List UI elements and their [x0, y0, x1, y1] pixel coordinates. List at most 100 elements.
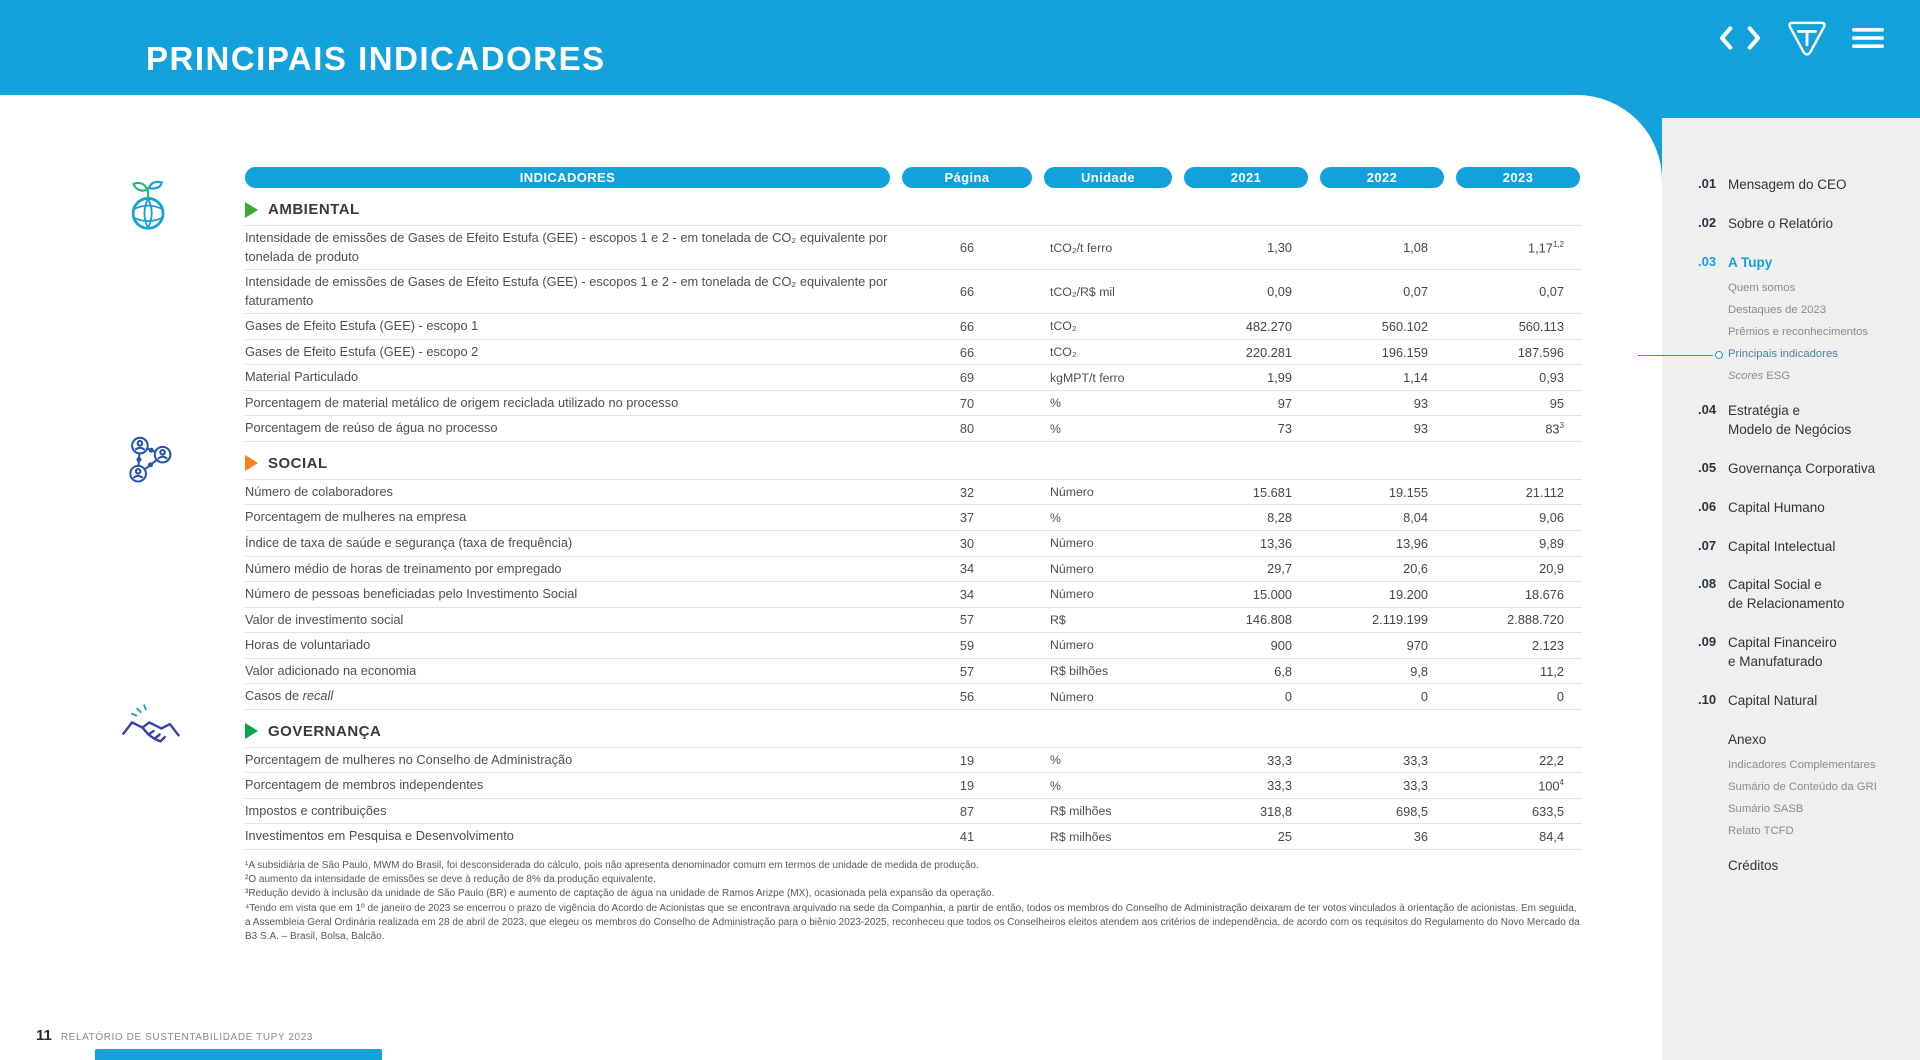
sidebar-item-number: .05: [1698, 459, 1717, 475]
sidebar-item-number: .10: [1698, 692, 1717, 708]
indicator-name: Porcentagem de reúso de água no processo: [245, 420, 498, 436]
sidebar-item-number: .06: [1698, 498, 1717, 514]
chevron-right-icon: [1747, 25, 1762, 53]
indicator-page: 70: [959, 395, 975, 411]
column-header-2023: 2023: [1456, 167, 1580, 188]
indicator-value: 698,5: [1395, 803, 1428, 819]
indicator-value: 1004: [1538, 778, 1564, 794]
indicator-value: 25: [1277, 829, 1292, 845]
indicator-page: 57: [959, 612, 975, 628]
sidebar-subitem-sum-rio-sasb[interactable]: Sumário SASB: [1728, 803, 1804, 816]
indicator-name: Porcentagem de membros independentes: [245, 777, 484, 793]
indicator-value: 8,04: [1403, 510, 1428, 526]
sidebar-item-label: Anexo: [1728, 731, 1767, 747]
indicator-value: 1,99: [1267, 370, 1292, 386]
menu-button[interactable]: [1852, 27, 1884, 52]
next-page-button[interactable]: [1747, 25, 1762, 53]
indicator-value: 9,06: [1539, 510, 1564, 526]
sidebar-item-08[interactable]: .08 Capital Social e de Relacionamento: [1698, 576, 1906, 614]
sidebar-subitem-indicadores-complementares[interactable]: Indicadores Complementares: [1728, 758, 1876, 771]
sidebar-item-number: .07: [1698, 537, 1717, 553]
indicator-page: 66: [959, 284, 975, 300]
column-header-indicadores: INDICADORES: [245, 167, 890, 188]
table-row: Porcentagem de membros independentes 19% 3…: [245, 773, 1582, 799]
indicator-page: 80: [959, 421, 975, 437]
indicator-name: Porcentagem de mulheres no Conselho de A…: [245, 751, 573, 767]
indicator-page: 59: [959, 637, 975, 653]
indicator-name: Material Particulado: [245, 369, 359, 385]
handshake-icon: [120, 700, 182, 762]
sidebar-item-creditos[interactable]: Créditos: [1698, 857, 1906, 876]
table-header-row: INDICADORES Página Unidade 2021 2022 2023: [245, 167, 1582, 188]
indicator-unit: R$ milhões: [1050, 804, 1112, 819]
sidebar-item-label: Capital Natural: [1728, 693, 1818, 709]
indicator-page: 56: [959, 689, 975, 705]
indicator-value: 0: [1556, 689, 1564, 705]
footnote: ⁴Tendo em vista que em 1º de janeiro de …: [245, 902, 1580, 942]
sidebar-item-03[interactable]: .03 A Tupy: [1698, 254, 1906, 273]
indicator-value: 1,14: [1403, 370, 1428, 386]
table-row: Valor adicionado na economia 57 R$ bilhões…: [245, 659, 1582, 685]
footnote: ¹A subsidiária de São Paulo, MWM do Bras…: [245, 860, 979, 872]
sidebar-item-06[interactable]: .06 Capital Humano: [1698, 499, 1906, 518]
indicator-unit: tCO₂: [1050, 319, 1077, 334]
sidebar-subitem-destaques-de-2023[interactable]: Destaques de 2023: [1728, 303, 1826, 316]
sidebar-subitem-scores-esg[interactable]: Scores ESG: [1728, 370, 1791, 383]
sidebar-item-07[interactable]: .07 Capital Intelectual: [1698, 538, 1906, 557]
section-title: GOVERNANÇA: [268, 722, 382, 740]
sidebar-subitem-quem-somos[interactable]: Quem somos: [1728, 281, 1796, 294]
section-header-ambiental: AMBIENTAL: [131, 180, 1582, 230]
sidebar-item-number: .08: [1698, 576, 1717, 592]
indicator-value: 633,5: [1531, 803, 1564, 819]
sidebar-item-label: Capital Humano: [1728, 499, 1825, 515]
sidebar-item-label: Capital Intelectual: [1728, 538, 1836, 554]
chevron-left-icon: [1718, 25, 1733, 53]
table-row: Casos de recall 56 Número 0 0 0: [245, 684, 1582, 710]
indicator-name: Número de colaboradores: [245, 483, 393, 499]
sidebar-item-label: Créditos: [1728, 858, 1779, 874]
table-row: Investimentos em Pesquisa e Desenvolvime…: [245, 824, 1582, 851]
indicator-page: 32: [959, 484, 975, 500]
indicator-value: 1,171,2: [1527, 239, 1564, 256]
indicator-value: 21.112: [1525, 484, 1564, 500]
indicator-unit: tCO₂/R$ mil: [1050, 284, 1115, 299]
table-row: Porcentagem de reúso de água no processo…: [245, 416, 1582, 442]
sidebar-item-anexo[interactable]: Anexo: [1698, 731, 1906, 750]
sidebar-item-04[interactable]: .04 Estratégia e Modelo de Negócios: [1698, 402, 1906, 440]
indicators-table: INDICADORES Página Unidade 2021 2022 2023 AMB…: [122, 167, 1582, 851]
header-toolbar: [1718, 18, 1884, 60]
play-triangle-icon: [245, 723, 258, 740]
sidebar-item-02[interactable]: .02 Sobre o Relatório: [1698, 215, 1906, 234]
sidebar-subitem-principais-indicadores[interactable]: Principais indicadores: [1638, 347, 1906, 362]
indicator-page: 66: [959, 344, 975, 360]
sidebar-item-10[interactable]: .10 Capital Natural: [1698, 692, 1906, 711]
indicator-page: 57: [959, 663, 975, 679]
sidebar-subitem-pr-mios-e-reconhecimentos[interactable]: Prêmios e reconhecimentos: [1728, 326, 1869, 339]
sidebar-item-label: Capital Social e de Relacionamento: [1728, 577, 1845, 612]
indicator-unit: Número: [1050, 689, 1094, 704]
indicator-value: 0: [1284, 689, 1292, 705]
prev-page-button[interactable]: [1718, 25, 1733, 53]
indicator-value: 6,8: [1274, 663, 1292, 679]
sidebar-item-05[interactable]: .05 Governança Corporativa: [1698, 460, 1906, 479]
indicator-value: 19.155: [1388, 484, 1428, 500]
people-network-icon: [120, 432, 182, 494]
indicator-value: 20,6: [1403, 561, 1428, 577]
indicator-value: 33,3: [1403, 778, 1428, 794]
sidebar-item-01[interactable]: .01 Mensagem do CEO: [1698, 176, 1906, 195]
indicator-value: 146.808: [1245, 612, 1292, 628]
sidebar-item-09[interactable]: .09 Capital Financeiro e Manufaturado: [1698, 634, 1906, 672]
indicator-value: 970: [1406, 637, 1428, 653]
indicator-value: 1,30: [1267, 240, 1292, 256]
indicator-name: Valor adicionado na economia: [245, 662, 417, 678]
indicator-value: 95: [1549, 395, 1564, 411]
tupy-logo-icon[interactable]: [1786, 20, 1828, 58]
indicator-name: Valor de investimento social: [245, 611, 404, 627]
sidebar-subitem-relato-tcfd[interactable]: Relato TCFD: [1728, 825, 1794, 838]
sidebar-subitem-sum-rio-de-conte-do-da-gri[interactable]: Sumário de Conteúdo da GRI: [1728, 781, 1877, 793]
page-title: PRINCIPAIS INDICADORES: [146, 40, 606, 77]
table-row: Número médio de horas de treinamento por…: [245, 557, 1582, 583]
indicators-table-body: AMBIENTAL Intensidade de emissões de Gase…: [122, 180, 1582, 851]
indicator-value: 15.681: [1252, 484, 1292, 500]
